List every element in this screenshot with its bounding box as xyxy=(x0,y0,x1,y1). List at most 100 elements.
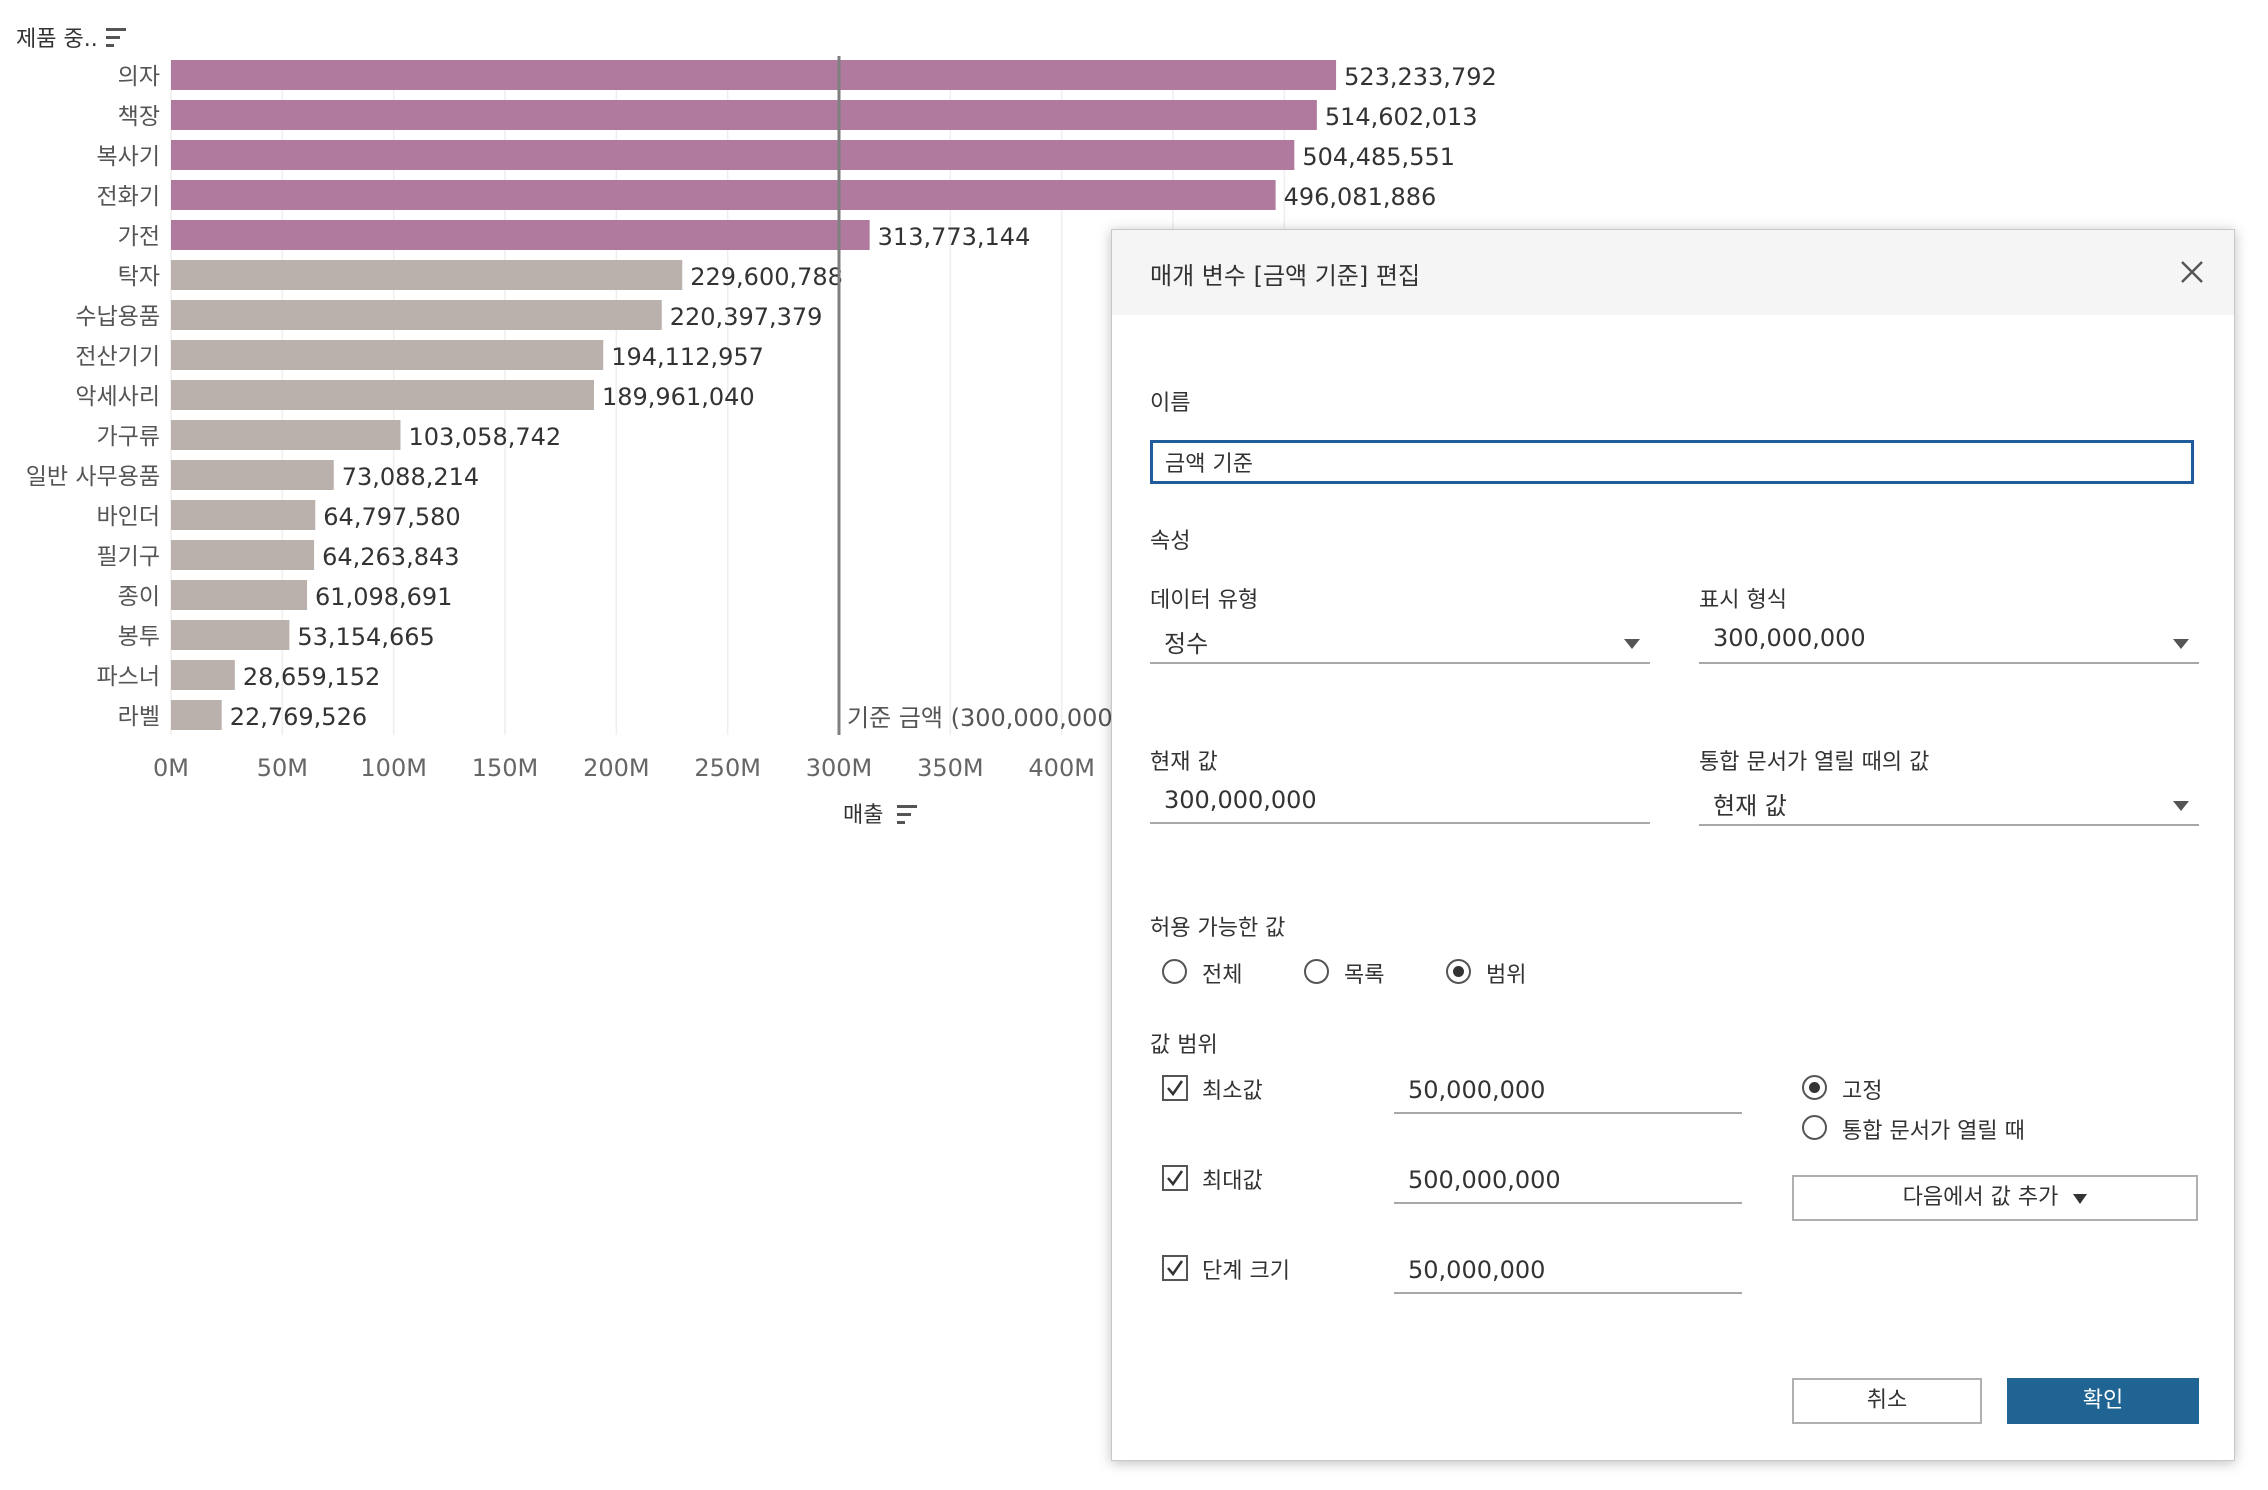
x-tick-label: 50M xyxy=(257,754,308,782)
radio-range-label: 범위 xyxy=(1486,963,1527,988)
bar[interactable] xyxy=(171,60,1337,90)
category-label[interactable]: 라벨 xyxy=(118,704,160,730)
radio-circle-checked xyxy=(1802,1075,1827,1100)
edit-parameter-dialog: 매개 변수 [금액 기준] 편집 이름 속성 데이터 유형 정수 표시 형식 3… xyxy=(1111,229,2235,1461)
radio-circle xyxy=(1304,959,1329,984)
category-label[interactable]: 책장 xyxy=(118,104,160,130)
bar[interactable] xyxy=(171,140,1295,170)
display-format-label: 표시 형식 xyxy=(1699,588,1787,613)
x-tick-label: 250M xyxy=(694,754,761,782)
bar-value-label: 64,263,843 xyxy=(322,543,459,571)
category-label[interactable]: 가구류 xyxy=(97,424,160,450)
bar-value-label: 496,081,886 xyxy=(1284,183,1437,211)
category-label[interactable]: 파스너 xyxy=(97,664,160,690)
bar-value-label: 53,154,665 xyxy=(297,623,434,651)
chart-svg: 의자 523,233,792 책장 514,602,013 복사기 504,485,551… xyxy=(16,27,1497,828)
x-tick-label: 400M xyxy=(1028,754,1095,782)
bar-value-label: 523,233,792 xyxy=(1344,63,1497,91)
category-label[interactable]: 봉투 xyxy=(118,624,160,650)
bar-value-label: 514,602,013 xyxy=(1325,103,1478,131)
bar-value-label: 64,797,580 xyxy=(323,503,460,531)
bar[interactable] xyxy=(171,580,308,610)
check-icon xyxy=(1162,1075,1188,1101)
allowable-values-heading: 허용 가능한 값 xyxy=(1150,916,1286,941)
open-value-label: 통합 문서가 열릴 때의 값 xyxy=(1699,750,1930,775)
bar[interactable] xyxy=(171,420,401,450)
open-value-value: 현재 값 xyxy=(1713,792,1787,820)
close-icon[interactable] xyxy=(2170,250,2214,294)
row-header-label[interactable]: 제품 중.. xyxy=(16,27,98,52)
category-label[interactable]: 의자 xyxy=(118,64,160,90)
bar[interactable] xyxy=(171,340,604,370)
cancel-label: 취소 xyxy=(1866,1388,1908,1413)
bar[interactable] xyxy=(171,660,235,690)
dialog-header: 매개 변수 [금액 기준] 편집 xyxy=(1112,230,2234,315)
data-type-dropdown[interactable]: 정수 xyxy=(1150,616,1650,664)
current-value-field[interactable] xyxy=(1150,778,1650,824)
cancel-button[interactable]: 취소 xyxy=(1792,1378,1982,1424)
bar-value-label: 61,098,691 xyxy=(315,583,452,611)
bar[interactable] xyxy=(171,460,334,490)
bar-value-label: 189,961,040 xyxy=(602,383,755,411)
radio-circle xyxy=(1802,1115,1827,1140)
max-label: 최대값 xyxy=(1202,1169,1263,1194)
x-tick-label: 100M xyxy=(360,754,427,782)
check-icon xyxy=(1162,1255,1188,1281)
step-label: 단계 크기 xyxy=(1202,1259,1290,1284)
category-label[interactable]: 필기구 xyxy=(97,544,160,570)
axis-sort-icon[interactable] xyxy=(897,805,917,824)
min-value-field[interactable] xyxy=(1394,1068,1742,1114)
display-format-value: 300,000,000 xyxy=(1713,624,1866,652)
sort-icon[interactable] xyxy=(106,28,126,47)
bar-value-label: 103,058,742 xyxy=(408,423,561,451)
bar[interactable] xyxy=(171,180,1276,210)
category-label[interactable]: 악세사리 xyxy=(75,384,160,410)
chevron-down-icon xyxy=(2173,796,2189,815)
bar[interactable] xyxy=(171,300,662,330)
caret-down-icon xyxy=(2073,1177,2088,1219)
radio-circle xyxy=(1162,959,1187,984)
bar-value-label: 22,769,526 xyxy=(230,703,367,731)
value-range-heading: 값 범위 xyxy=(1150,1033,1218,1058)
category-label[interactable]: 바인더 xyxy=(97,504,160,530)
bar-value-label: 313,773,144 xyxy=(878,223,1031,251)
bar[interactable] xyxy=(171,700,222,730)
bar[interactable] xyxy=(171,540,315,570)
x-tick-label: 200M xyxy=(583,754,650,782)
bar[interactable] xyxy=(171,500,316,530)
properties-heading: 속성 xyxy=(1150,529,1191,554)
ok-label: 확인 xyxy=(2082,1388,2124,1413)
x-axis-title[interactable]: 매출 xyxy=(843,803,883,828)
category-label[interactable]: 복사기 xyxy=(97,144,160,170)
category-label[interactable]: 종이 xyxy=(118,584,160,610)
min-label: 최소값 xyxy=(1202,1079,1263,1104)
add-values-from-label: 다음에서 값 추가 xyxy=(1902,1185,2059,1210)
name-input[interactable] xyxy=(1150,440,2194,484)
radio-list-label: 목록 xyxy=(1344,963,1385,988)
chevron-down-icon xyxy=(1624,634,1640,653)
open-value-dropdown[interactable]: 현재 값 xyxy=(1699,778,2199,826)
max-value-field[interactable] xyxy=(1394,1158,1742,1204)
category-label[interactable]: 일반 사무용품 xyxy=(26,464,160,490)
bar[interactable] xyxy=(171,620,290,650)
radio-fixed-label: 고정 xyxy=(1842,1079,1883,1104)
bar-value-label: 194,112,957 xyxy=(611,343,764,371)
bar-chart: 의자 523,233,792 책장 514,602,013 복사기 504,485,551… xyxy=(0,0,1560,860)
ok-button[interactable]: 확인 xyxy=(2007,1378,2199,1424)
data-type-value: 정수 xyxy=(1164,630,1209,658)
reference-line-label: 기준 금액 (300,000,000) xyxy=(847,704,1122,732)
display-format-dropdown[interactable]: 300,000,000 xyxy=(1699,616,2199,664)
step-value-field[interactable] xyxy=(1394,1248,1742,1294)
category-label[interactable]: 전산기기 xyxy=(75,344,160,370)
bar-value-label: 229,600,788 xyxy=(690,263,843,291)
bar[interactable] xyxy=(171,380,594,410)
category-label[interactable]: 가전 xyxy=(118,224,160,250)
category-label[interactable]: 전화기 xyxy=(97,184,160,210)
bar[interactable] xyxy=(171,100,1317,130)
category-label[interactable]: 탁자 xyxy=(118,264,160,290)
category-label[interactable]: 수납용품 xyxy=(75,304,160,330)
add-values-from-button[interactable]: 다음에서 값 추가 xyxy=(1792,1175,2198,1221)
bar-value-label: 220,397,379 xyxy=(670,303,823,331)
bar[interactable] xyxy=(171,260,683,290)
bar[interactable] xyxy=(171,220,870,250)
